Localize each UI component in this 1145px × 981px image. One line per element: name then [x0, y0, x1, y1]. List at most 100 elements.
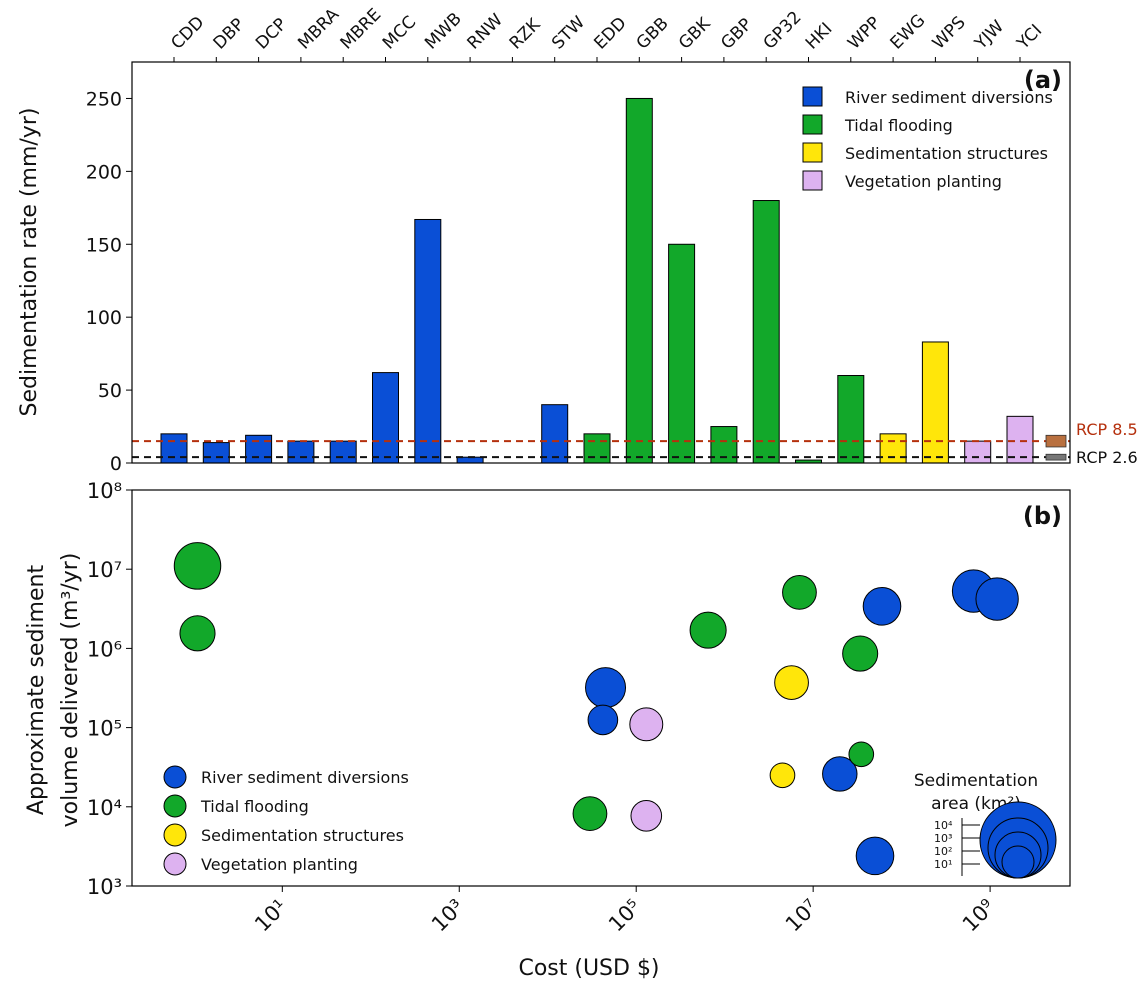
category-label-mbre: MBRE [337, 5, 386, 54]
scatter-point-14 [862, 587, 902, 626]
y-tick-label-200: 200 [86, 161, 122, 183]
legend-label-1: Tidal flooding [844, 116, 953, 135]
category-label-ewg: EWG [886, 11, 929, 54]
scatter-point-1 [179, 615, 216, 652]
legend-label-b-3: Vegetation planting [201, 855, 358, 874]
category-label-gbp: GBP [717, 15, 756, 54]
x-tick-label-b-2: 10⁵ [604, 895, 646, 937]
bar-edd [583, 433, 611, 464]
category-label-mwb: MWB [421, 9, 466, 54]
y-tick-label-b-5: 10⁸ [87, 479, 122, 503]
category-label-rnw: RNW [463, 10, 507, 54]
x-tick-label-b-0: 10¹ [250, 895, 292, 937]
category-label-wpp: WPP [844, 13, 885, 54]
legend-label-3: Vegetation planting [845, 172, 1002, 191]
category-label-wps: WPS [929, 13, 970, 54]
panel-b-frame [131, 489, 1071, 887]
bar-stw [541, 404, 569, 464]
scatter-point-10 [782, 574, 817, 610]
panel-b-legend: River sediment diversions Tidal flooding S… [163, 765, 409, 876]
category-label-rzk: RZK [506, 14, 545, 53]
panel-a-frame [131, 61, 1071, 464]
panel-a-y-axis-label: Sedimentation rate (mm/yr) [17, 108, 42, 417]
legend-marker-b-1 [163, 794, 187, 818]
bar-gbb [625, 97, 653, 464]
scatter-point-11 [842, 635, 879, 672]
category-label-dbp: DBP [210, 15, 249, 54]
y-tick-label-b-1: 10⁴ [87, 796, 122, 820]
size-legend-label-1: 10³ [934, 832, 952, 845]
scatter-point-6 [630, 799, 663, 832]
category-label-gbk: GBK [675, 13, 715, 53]
scatter-point-9 [769, 762, 796, 789]
y-tick-label-b-2: 10⁵ [87, 717, 122, 741]
scatter-point-17 [975, 577, 1019, 621]
scatter-point-13 [822, 756, 858, 792]
panel-b-x-axis: 10¹ 10³ 10⁵ 10⁷ 10⁹ [250, 886, 1000, 936]
bar-wpp [837, 375, 865, 464]
y-tick-label-b-0: 10³ [87, 875, 122, 899]
legend-label-b-2: Sedimentation structures [201, 826, 404, 845]
panel-a-reference-lines [132, 434, 1070, 461]
category-label-gp32: GP32 [760, 8, 806, 54]
scatter-point-5 [572, 796, 608, 832]
category-label-cdd: CDD [167, 12, 208, 53]
reference-label-1: RCP 2.6 [1076, 448, 1138, 467]
panel-b-x-axis-label: Cost (USD $) [518, 956, 659, 981]
legend-swatch-2 [802, 142, 823, 163]
category-label-yjw: YJW [970, 16, 1008, 54]
category-label-dcp: DCP [252, 14, 291, 53]
bar-yci [1006, 415, 1034, 464]
bar-yjw [964, 440, 992, 464]
x-tick-label-b-4: 10⁹ [958, 895, 1000, 937]
category-label-yci: YCI [1013, 21, 1046, 54]
panel-a-rcp-labels: RCP 8.5 RCP 2.6 [1076, 420, 1138, 467]
scatter-point-8 [774, 665, 809, 700]
bar-dcp [245, 434, 273, 464]
legend-swatch-0 [802, 86, 823, 107]
scatter-point-0 [173, 542, 222, 590]
bar-mbre [329, 440, 357, 464]
size-legend-circle-3 [1001, 845, 1035, 879]
legend-swatch-3 [802, 170, 823, 191]
size-legend-label-3: 10¹ [934, 858, 952, 871]
category-label-mcc: MCC [379, 12, 420, 53]
legend-label-0: River sediment diversions [845, 88, 1053, 107]
y-tick-label-150: 150 [86, 234, 122, 256]
panel-a-y-axis: 0 50 100 150 200 250 [86, 88, 132, 475]
panel-a-legend: River sediment diversions Tidal flooding S… [802, 86, 1053, 191]
panel-b-y-axis: 10³ 10⁴ 10⁵ 10⁶ 10⁷ 10⁸ [87, 479, 132, 899]
reference-range-1 [1045, 453, 1067, 461]
legend-marker-b-2 [163, 823, 187, 847]
category-label-gbb: GBB [633, 14, 673, 54]
legend-label-b-1: Tidal flooding [200, 797, 309, 816]
bar-gp32 [752, 200, 780, 464]
scatter-point-7 [689, 611, 727, 649]
legend-label-2: Sedimentation structures [845, 144, 1048, 163]
category-label-edd: EDD [590, 13, 630, 53]
legend-marker-b-3 [163, 852, 187, 876]
size-legend-title-1: Sedimentation [914, 771, 1038, 791]
panel-a-label: (a) [1024, 66, 1062, 94]
panel-b-label: (b) [1023, 502, 1062, 530]
y-tick-label-b-3: 10⁶ [87, 637, 122, 661]
panel-b-y-axis-label-line1: Approximate sediment [24, 565, 49, 816]
y-tick-label-100: 100 [86, 307, 122, 329]
size-legend-label-0: 10⁴ [934, 819, 953, 832]
panel-a-bars [160, 97, 1034, 464]
scatter-point-3 [587, 704, 619, 736]
bar-gbk [668, 243, 696, 464]
scatter-point-15 [855, 836, 895, 876]
reference-range-0 [1045, 434, 1067, 448]
size-legend-label-2: 10² [934, 845, 952, 858]
scatter-point-12 [848, 741, 875, 768]
x-tick-label-b-1: 10³ [427, 895, 469, 937]
bar-cdd [160, 433, 188, 464]
category-label-stw: STW [548, 12, 589, 53]
bar-wps [921, 341, 949, 464]
